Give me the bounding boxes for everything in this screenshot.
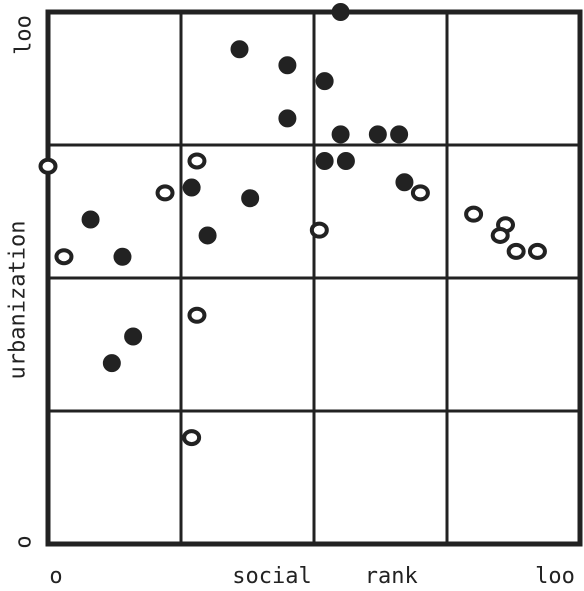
filled-point (390, 125, 409, 144)
filled-point (278, 56, 297, 75)
y-tick-label-max: loo (12, 15, 37, 55)
x-tick-label-max: loo (535, 564, 575, 586)
filled-point (230, 40, 249, 59)
open-point (38, 157, 58, 175)
open-point (182, 429, 202, 447)
open-point (187, 152, 207, 170)
filled-point (198, 226, 217, 245)
filled-point (315, 72, 334, 91)
x-axis-label: social rank (232, 564, 417, 586)
filled-point (182, 178, 201, 197)
filled-point (81, 210, 100, 229)
grid-layer (48, 12, 580, 544)
filled-point (102, 354, 121, 373)
filled-point (331, 125, 350, 144)
filled-point (113, 247, 132, 266)
filled-point (336, 151, 355, 170)
open-point (490, 226, 510, 244)
plot-frame (45, 9, 583, 547)
x-tick-label-min: o (49, 564, 62, 586)
plot-border (45, 9, 583, 547)
y-tick-label-min: o (12, 535, 37, 548)
open-point (410, 184, 430, 202)
filled-point (368, 125, 387, 144)
open-point (187, 306, 207, 324)
open-point (506, 242, 526, 260)
filled-point (315, 151, 334, 170)
filled-point (331, 3, 350, 21)
open-point (309, 221, 329, 239)
axis-text: o loo social rank o loo urbanization (6, 15, 575, 589)
open-point (527, 242, 547, 260)
filled-point (241, 189, 260, 208)
filled-point (395, 173, 414, 192)
filled-point (124, 327, 143, 346)
open-point (464, 205, 484, 223)
data-points (38, 3, 547, 447)
y-axis-label: urbanization (6, 221, 31, 380)
open-point (54, 248, 74, 266)
open-point (155, 184, 175, 202)
filled-point (278, 109, 297, 128)
